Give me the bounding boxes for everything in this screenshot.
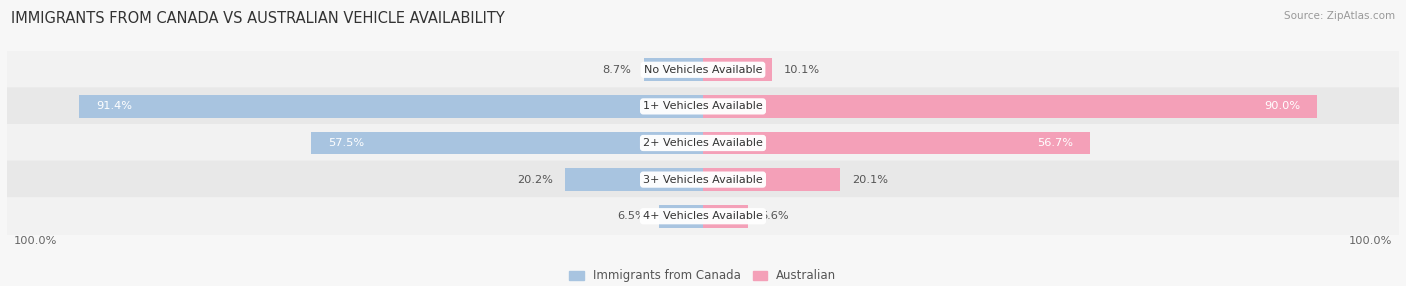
Bar: [703, 205, 748, 228]
Text: No Vehicles Available: No Vehicles Available: [644, 65, 762, 75]
Bar: [703, 95, 1317, 118]
Text: 57.5%: 57.5%: [328, 138, 364, 148]
Text: 91.4%: 91.4%: [97, 102, 132, 111]
FancyBboxPatch shape: [7, 197, 1399, 235]
Text: Source: ZipAtlas.com: Source: ZipAtlas.com: [1284, 11, 1395, 21]
Text: 8.7%: 8.7%: [603, 65, 631, 75]
Text: 2+ Vehicles Available: 2+ Vehicles Available: [643, 138, 763, 148]
Bar: [703, 58, 772, 81]
Text: 4+ Vehicles Available: 4+ Vehicles Available: [643, 211, 763, 221]
Bar: [703, 168, 841, 191]
Text: 100.0%: 100.0%: [1348, 236, 1392, 246]
FancyBboxPatch shape: [7, 51, 1399, 89]
Text: 20.1%: 20.1%: [852, 175, 889, 184]
Bar: [311, 132, 703, 154]
FancyBboxPatch shape: [7, 124, 1399, 162]
Text: 10.1%: 10.1%: [785, 65, 820, 75]
Bar: [644, 58, 703, 81]
Text: 1+ Vehicles Available: 1+ Vehicles Available: [643, 102, 763, 111]
Bar: [703, 132, 1090, 154]
Bar: [565, 168, 703, 191]
Text: IMMIGRANTS FROM CANADA VS AUSTRALIAN VEHICLE AVAILABILITY: IMMIGRANTS FROM CANADA VS AUSTRALIAN VEH…: [11, 11, 505, 26]
Text: 6.6%: 6.6%: [761, 211, 789, 221]
Text: 100.0%: 100.0%: [14, 236, 58, 246]
Text: 6.5%: 6.5%: [617, 211, 647, 221]
Bar: [79, 95, 703, 118]
Text: 20.2%: 20.2%: [517, 175, 553, 184]
Text: 56.7%: 56.7%: [1036, 138, 1073, 148]
Text: 90.0%: 90.0%: [1264, 102, 1301, 111]
Legend: Immigrants from Canada, Australian: Immigrants from Canada, Australian: [565, 265, 841, 286]
FancyBboxPatch shape: [7, 160, 1399, 199]
Text: 3+ Vehicles Available: 3+ Vehicles Available: [643, 175, 763, 184]
FancyBboxPatch shape: [7, 87, 1399, 126]
Bar: [658, 205, 703, 228]
